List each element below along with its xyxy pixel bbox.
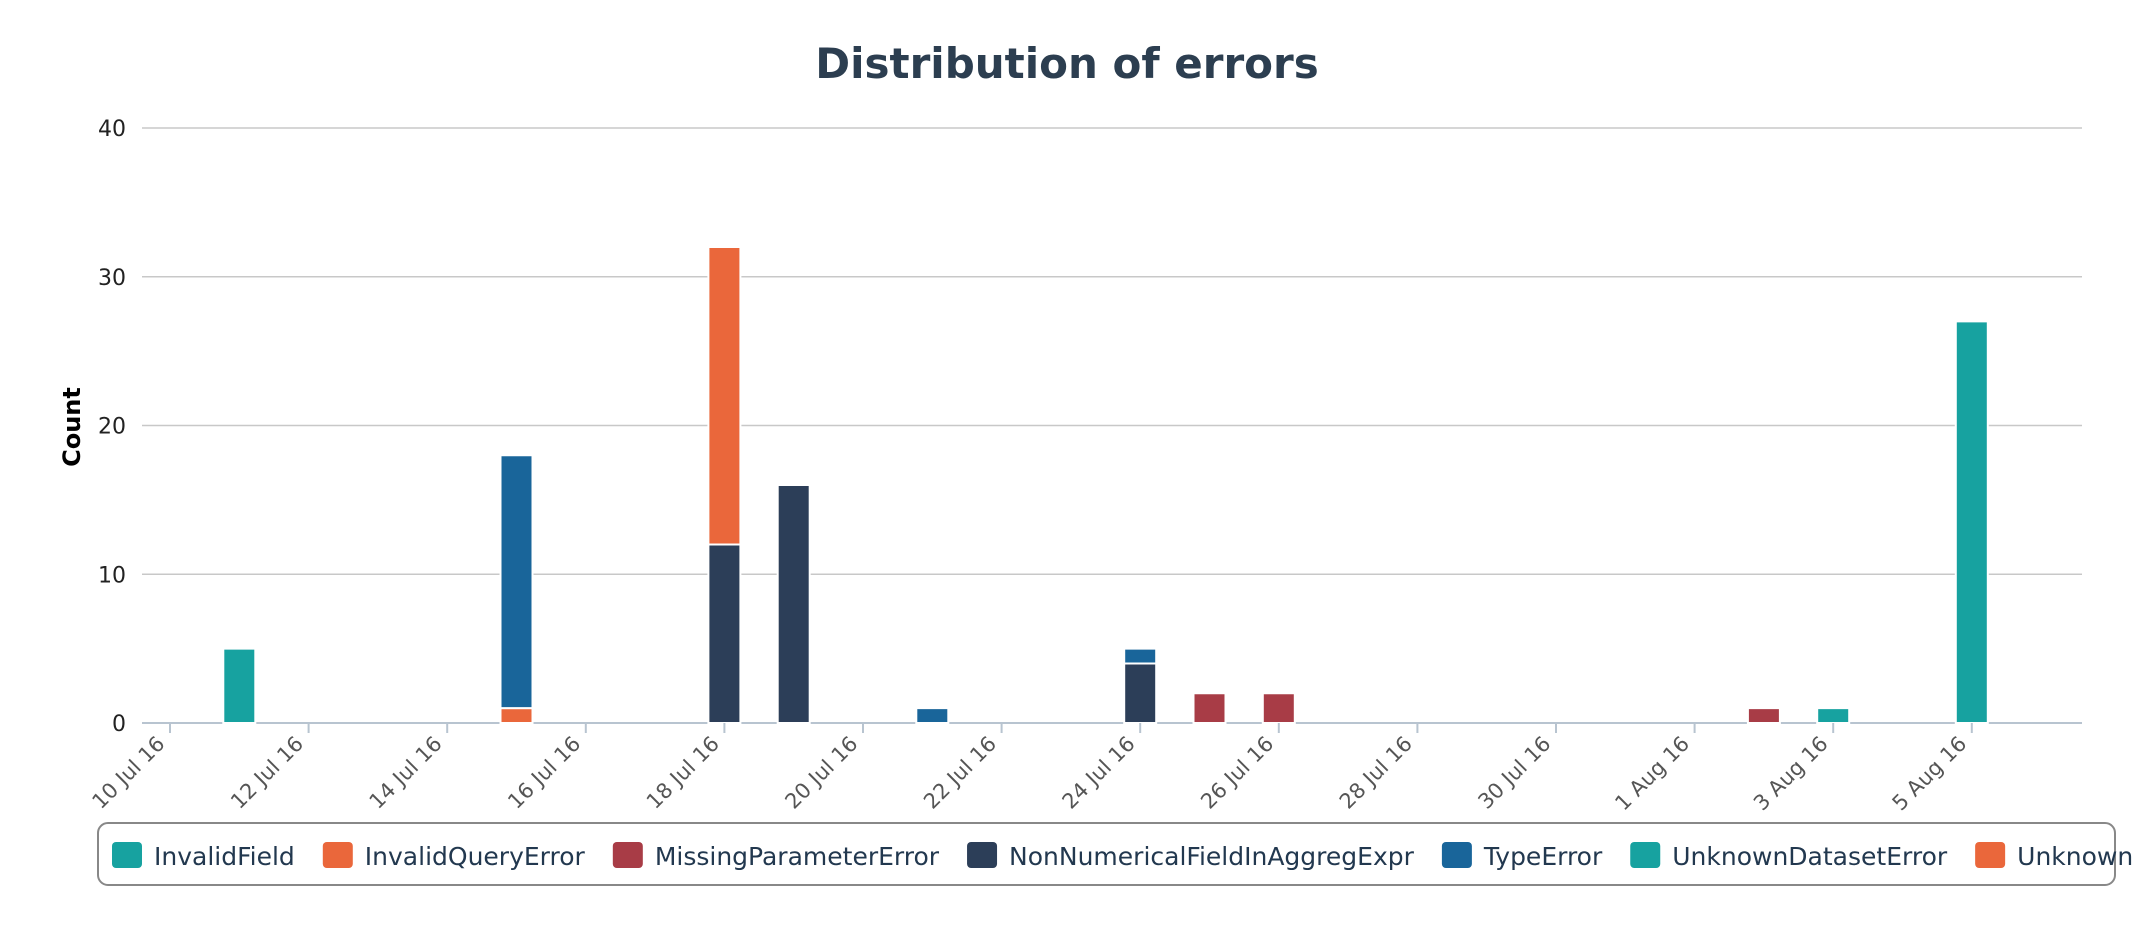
legend-label: InvalidQueryError	[365, 842, 586, 871]
bar-segment	[707, 543, 742, 724]
y-axis-ticks: 0 10 20 30 40	[98, 117, 126, 737]
x-tick-label: 5 Aug 16	[1888, 732, 1972, 816]
y-tick-label: 40	[98, 117, 126, 142]
legend-label: UnknownDatasetError	[1672, 842, 1948, 871]
y-tick-label: 10	[98, 563, 126, 588]
bar-segment	[707, 246, 742, 546]
legend-swatch	[612, 842, 643, 868]
legend-swatch	[1441, 842, 1472, 868]
x-tick-label: 18 Jul 16	[642, 732, 724, 814]
legend-label: TypeError	[1483, 842, 1603, 871]
legend-label: MissingParameterError	[655, 842, 940, 871]
x-tick-label: 10 Jul 16	[87, 732, 169, 814]
y-tick-label: 0	[112, 712, 126, 737]
bar-segment	[499, 707, 534, 724]
bar-segment	[1123, 662, 1158, 724]
legend-swatch	[322, 842, 353, 868]
chart-title: Distribution of errors	[815, 39, 1319, 88]
x-tick-label: 16 Jul 16	[503, 732, 585, 814]
legend-label: InvalidField	[154, 842, 295, 871]
legend-label: NonNumericalFieldInAggregExpr	[1009, 842, 1415, 871]
bar-segment	[1123, 647, 1158, 665]
legend-swatch	[1975, 842, 2006, 868]
y-tick-label: 20	[98, 415, 126, 440]
x-tick-label: 12 Jul 16	[226, 732, 308, 814]
bar-segment	[1954, 320, 1989, 724]
x-tick-label: 1 Aug 16	[1610, 732, 1694, 816]
x-tick-label: 26 Jul 16	[1196, 732, 1278, 814]
x-tick-label: 14 Jul 16	[365, 732, 447, 814]
bar-segment	[1192, 692, 1227, 724]
bar-segment	[776, 484, 811, 724]
bar-segment	[915, 707, 950, 724]
x-axis: 10 Jul 16 12 Jul 16 14 Jul 16 16 Jul 16 18 J…	[87, 723, 1973, 816]
x-tick-label: 30 Jul 16	[1473, 732, 1555, 814]
legend-label: UnknownFacet	[2017, 842, 2135, 871]
legend-swatch	[112, 842, 142, 868]
bar-segment	[1816, 707, 1851, 724]
bar-segment	[1261, 692, 1296, 724]
bar-segment	[222, 647, 257, 724]
bars	[222, 246, 1989, 724]
legend-frame	[97, 822, 2116, 886]
x-tick-label: 20 Jul 16	[780, 732, 862, 814]
gridlines	[142, 127, 2082, 724]
x-tick-label: 3 Aug 16	[1749, 732, 1833, 816]
y-tick-label: 30	[98, 266, 126, 291]
x-tick-label: 24 Jul 16	[1058, 732, 1140, 814]
legend: InvalidField InvalidQueryError MissingPara…	[97, 822, 2135, 886]
bar-segment	[1746, 707, 1781, 724]
x-tick-label: 28 Jul 16	[1335, 732, 1417, 814]
x-tick-label: 22 Jul 16	[919, 732, 1001, 814]
y-axis-title: Count	[58, 387, 86, 467]
bar-segment	[499, 454, 534, 710]
legend-swatch	[1630, 842, 1661, 868]
legend-swatch	[967, 842, 998, 868]
